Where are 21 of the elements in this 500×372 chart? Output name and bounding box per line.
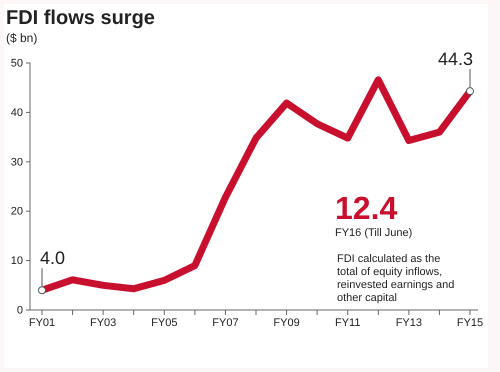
y-tick-label: 50 — [10, 58, 23, 70]
x-tick-label: FY11 — [334, 316, 360, 329]
x-tick-label: FY03 — [90, 316, 116, 329]
y-tick-label: 30 — [10, 156, 23, 168]
annotation: 12.4 — [335, 190, 398, 226]
x-tick-label: FY07 — [212, 316, 239, 329]
x-tick-label: FY13 — [396, 316, 422, 329]
x-tick-label: FY15 — [456, 316, 484, 329]
y-tick-label: 40 — [10, 106, 23, 119]
y-tick-label: 0 — [16, 304, 23, 317]
y-tick-label: 10 — [10, 255, 23, 268]
chart-title: FDI flows surge — [6, 7, 155, 29]
x-tick-label: FY05 — [151, 316, 178, 329]
x-tick-label: FY01 — [28, 316, 56, 329]
x-tick-label: FY09 — [273, 316, 300, 329]
y-axis-title: ($ bn) — [6, 31, 38, 45]
annotation: FY16 (Till June) — [335, 227, 412, 239]
annotation: 4.0 — [40, 248, 66, 268]
annotation: 44.3 — [438, 49, 473, 70]
y-tick-label: 20 — [10, 206, 23, 218]
annotation: FDI calculated as the total of equity inflows, reinvested earnings and other capital — [337, 253, 454, 304]
